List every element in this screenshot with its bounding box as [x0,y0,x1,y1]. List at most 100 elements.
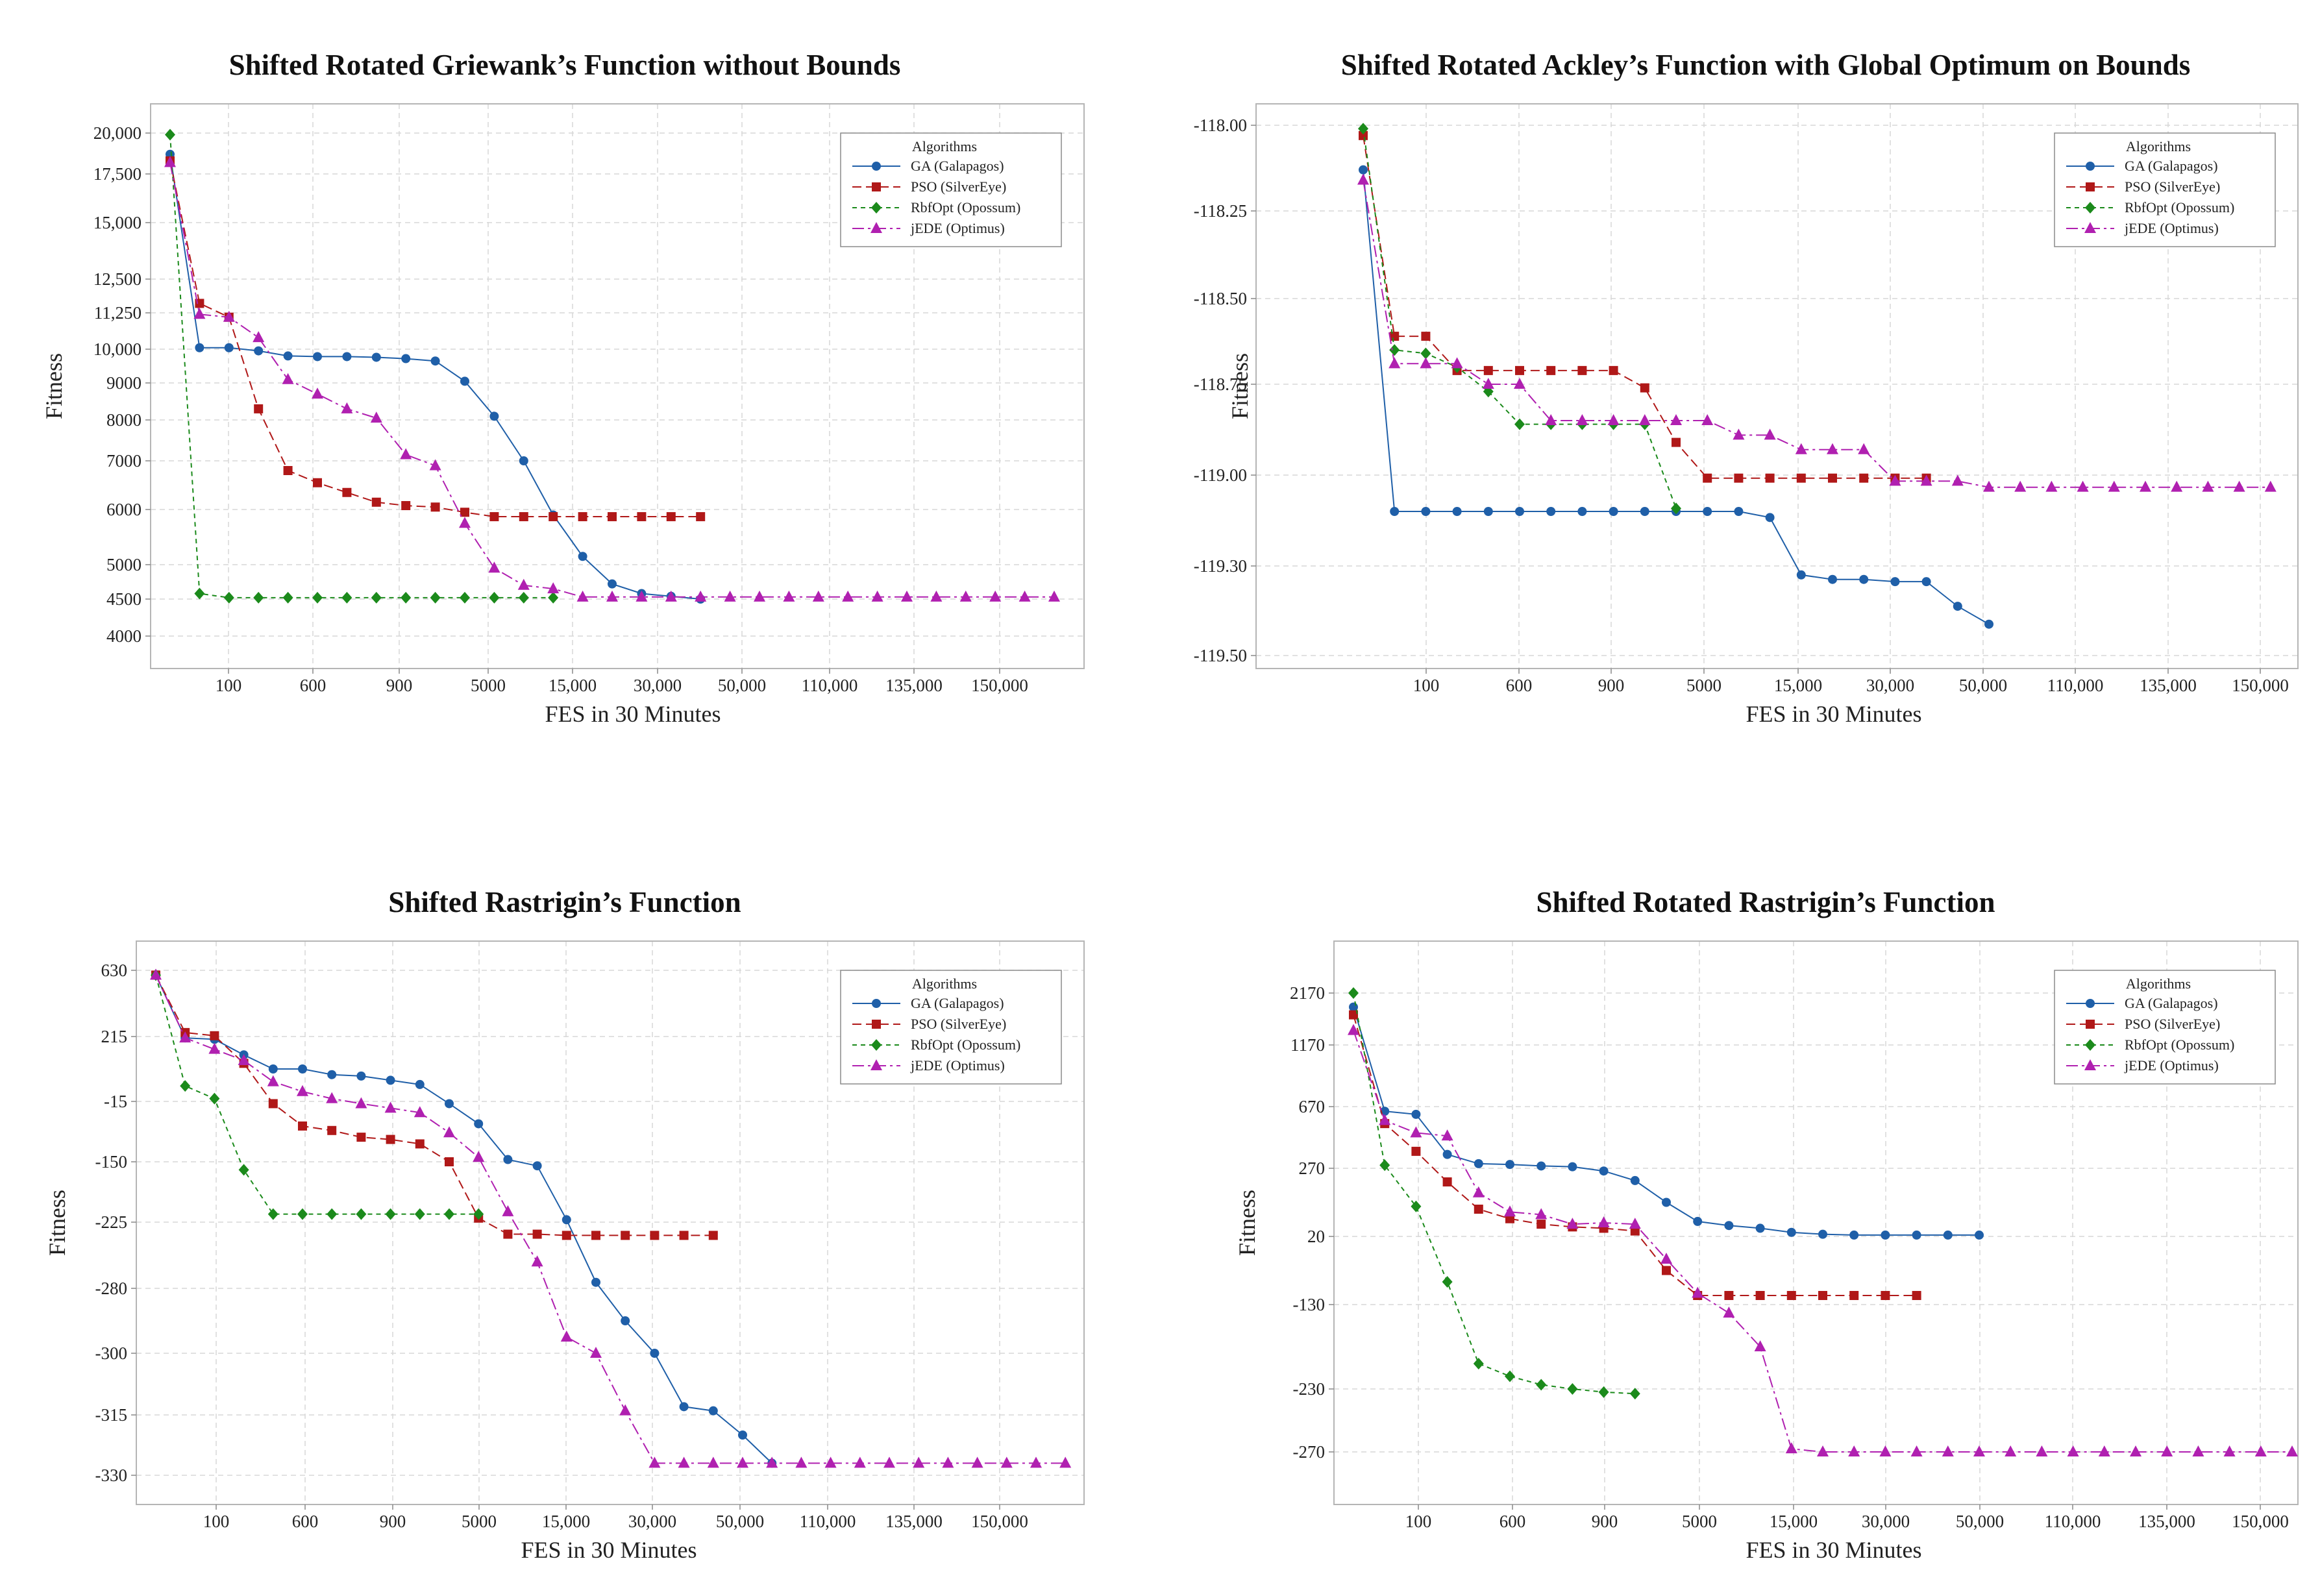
data-point [842,590,854,602]
y-tick-label: 20,000 [93,123,142,143]
series-pso [1349,1010,1921,1300]
data-point [342,352,352,362]
data-point [1514,378,1525,389]
data-point [298,1121,307,1131]
x-tick-label: 5000 [462,1512,497,1531]
data-point [1359,165,1368,175]
data-point [1420,347,1431,360]
data-point [942,1456,954,1468]
y-tick-label: 11,250 [94,303,142,323]
legend-marker [2086,999,2095,1008]
x-tick-label: 900 [380,1512,406,1531]
y-tick-label: -150 [95,1152,128,1172]
data-point [2171,480,2183,492]
data-point [1018,590,1031,602]
data-point [1599,1166,1609,1176]
data-point [1411,1109,1421,1119]
legend: Algorithms GA (Galapagos) PSO (SilverEye) R… [2054,132,2276,247]
series-line [169,134,554,598]
y-tick-label: -300 [95,1344,128,1363]
data-point [430,591,441,604]
series-line [1353,1014,1917,1296]
plot-frame [1255,103,2299,669]
y-tick-label: -280 [95,1279,128,1298]
data-point [1638,414,1651,425]
data-point [238,1164,249,1176]
data-point [1984,619,1993,629]
data-point [1388,357,1401,369]
y-tick-label: -118.50 [1194,289,1247,308]
data-point [356,1071,366,1081]
x-axis-label: FES in 30 Minutes [521,1537,697,1563]
x-tick-label: 30,000 [1862,1512,1910,1531]
data-point [1951,474,1964,486]
y-tick-label: -270 [1293,1442,1326,1462]
data-point [1818,1291,1827,1300]
data-point [1609,507,1618,516]
y-axis-label: Fitness [41,353,67,419]
chart-rotated-rastrigin: Shifted Rotated Rastrigin’s Function 100 6… [1234,886,2299,1563]
legend-marker [2085,1039,2095,1051]
data-point [326,1092,338,1103]
data-point [489,591,500,604]
data-point [460,376,469,386]
data-point [1568,1162,1577,1172]
data-point [327,1208,338,1220]
data-point [1421,332,1431,341]
data-point [1920,474,1932,486]
data-point [1796,473,1806,483]
data-point [1505,1370,1515,1382]
data-point [766,1456,778,1468]
data-point [1983,480,1995,492]
data-point [547,582,560,594]
data-point [312,387,323,399]
data-point [1483,365,1493,375]
data-point [989,590,1002,602]
data-point [650,1349,660,1358]
data-point [413,1106,426,1118]
data-point [164,156,176,167]
x-tick-label: 900 [1592,1512,1618,1531]
data-point [384,1101,397,1113]
series-jede [164,156,1060,602]
data-point [474,1119,484,1129]
data-point [210,1031,219,1040]
data-point [1357,173,1369,185]
y-tick-label: -15 [104,1092,127,1111]
y-tick-label: -118.75 [1194,374,1247,394]
data-point [1514,418,1525,430]
x-tick-label: 900 [386,676,413,695]
series-line [155,974,713,1236]
legend-marker [872,182,881,191]
y-tick-label: -130 [1293,1295,1326,1314]
data-point [650,1231,660,1240]
data-point [695,590,707,602]
data-point [519,512,528,522]
data-point [2014,480,2027,492]
x-tick-label: 15,000 [542,1512,590,1531]
legend-title: Algorithms [2126,138,2191,154]
data-point [385,1208,396,1220]
data-point [591,1277,600,1287]
data-point [1515,365,1524,375]
series-ga [1359,165,1993,629]
series-pso [151,970,718,1240]
legend-entry: PSO (SilverEye) [2125,178,2220,195]
data-point [1953,602,1962,611]
data-point [313,478,322,487]
data-point [1348,987,1359,999]
data-point [591,1231,600,1240]
legend-marker [872,162,881,171]
data-point [930,590,943,602]
data-point [724,590,736,602]
x-tick-label: 150,000 [971,676,1028,695]
data-point [1390,507,1400,516]
data-point [267,1075,279,1087]
data-point [1828,473,1837,483]
data-point [1973,1445,1985,1456]
legend-entry: PSO (SilverEye) [2125,1016,2220,1032]
series-line [1353,992,1635,1395]
x-axis-label: FES in 30 Minutes [1746,701,1921,727]
data-point [1734,507,1744,516]
data-point [1795,443,1807,454]
